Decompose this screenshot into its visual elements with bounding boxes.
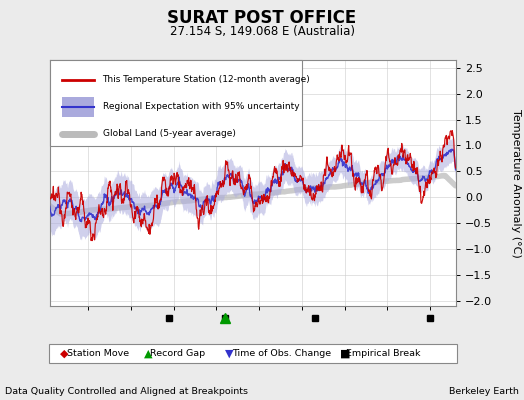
Text: Record Gap: Record Gap	[150, 349, 205, 358]
Text: ▲: ▲	[144, 348, 152, 358]
Text: Station Move: Station Move	[67, 349, 129, 358]
FancyBboxPatch shape	[50, 60, 302, 146]
Y-axis label: Temperature Anomaly (°C): Temperature Anomaly (°C)	[511, 109, 521, 257]
Text: Data Quality Controlled and Aligned at Breakpoints: Data Quality Controlled and Aligned at B…	[5, 387, 248, 396]
Text: 27.154 S, 149.068 E (Australia): 27.154 S, 149.068 E (Australia)	[169, 26, 355, 38]
Text: This Temperature Station (12-month average): This Temperature Station (12-month avera…	[103, 75, 310, 84]
Text: Berkeley Earth: Berkeley Earth	[449, 387, 519, 396]
Text: ■: ■	[340, 348, 350, 358]
Bar	[62, 97, 94, 116]
Text: Global Land (5-year average): Global Land (5-year average)	[103, 129, 235, 138]
Text: Time of Obs. Change: Time of Obs. Change	[232, 349, 331, 358]
Text: Empirical Break: Empirical Break	[346, 349, 420, 358]
Text: Regional Expectation with 95% uncertainty: Regional Expectation with 95% uncertaint…	[103, 102, 299, 111]
Text: ▼: ▼	[225, 348, 234, 358]
Text: SURAT POST OFFICE: SURAT POST OFFICE	[167, 9, 357, 27]
Text: ◆: ◆	[60, 348, 69, 358]
